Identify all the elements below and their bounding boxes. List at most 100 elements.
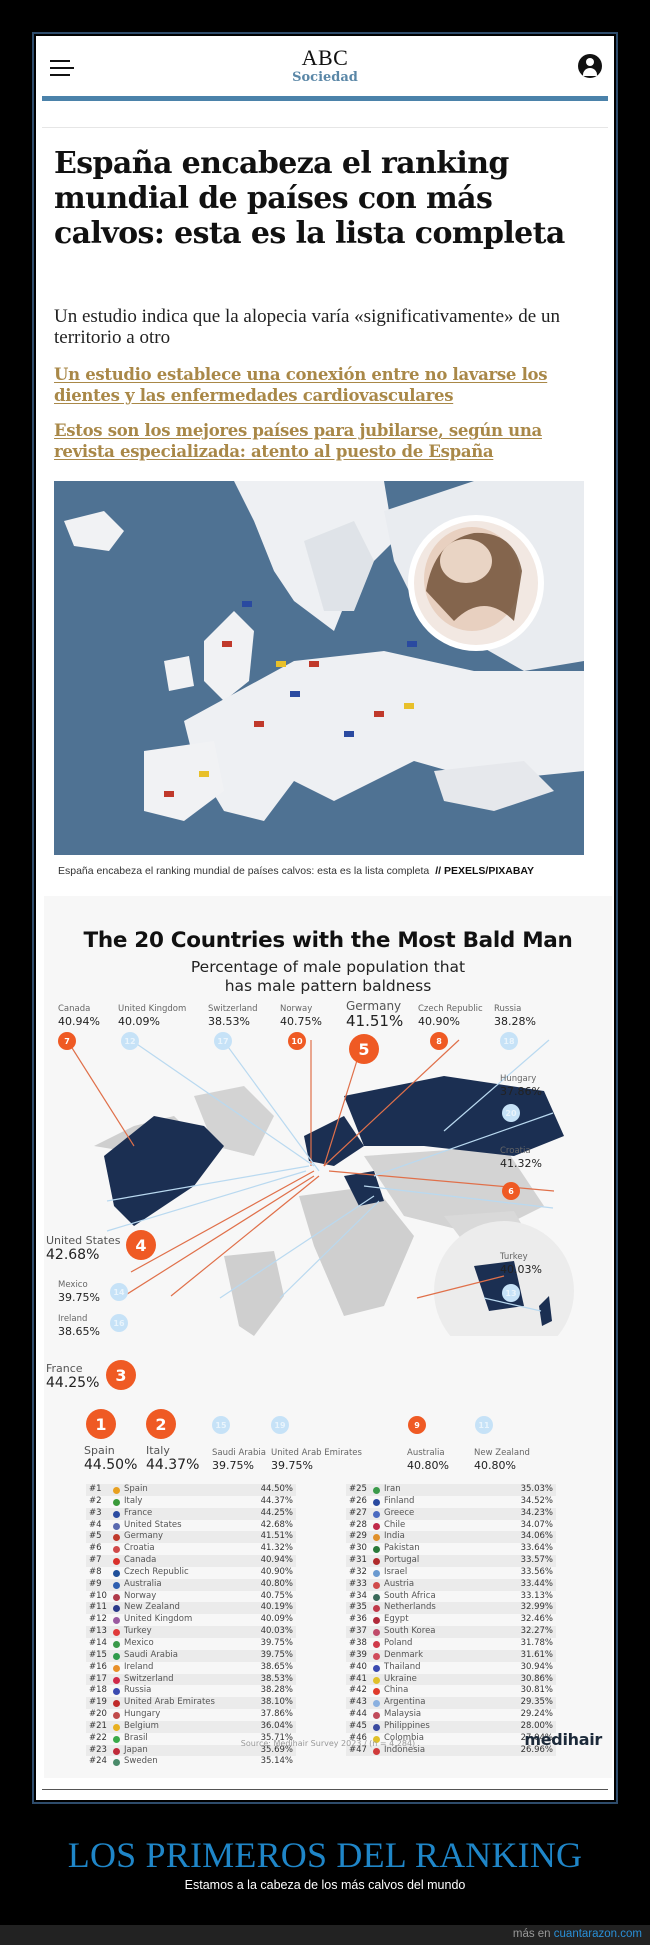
table-row: #9 Australia 40.80% <box>86 1578 296 1591</box>
flag-icon <box>373 1700 380 1708</box>
flag-icon <box>373 1558 380 1566</box>
flag-icon <box>113 1605 120 1613</box>
rank-pin-6[interactable]: 6 <box>502 1182 520 1200</box>
country-name: Saudi Arabia <box>124 1649 178 1660</box>
table-row: #36 Egypt 32.46% <box>346 1614 556 1626</box>
country-name: Czech Republic <box>124 1566 189 1577</box>
rank-pin-9[interactable]: 9 <box>408 1416 426 1434</box>
table-row: #33 Austria 33.44% <box>346 1578 556 1591</box>
rank-pin-3[interactable]: 3 <box>106 1360 136 1390</box>
rank-pin-12[interactable]: 12 <box>121 1032 139 1050</box>
flag-icon <box>113 1676 120 1684</box>
percentage: 38.10% <box>260 1697 293 1708</box>
rank-pin-20[interactable]: 20 <box>502 1104 520 1122</box>
percentage: 40.03% <box>260 1626 293 1637</box>
percentage: 31.78% <box>520 1637 553 1648</box>
flag-icon <box>373 1688 380 1696</box>
rank: #15 <box>89 1649 107 1660</box>
rank-pin-15[interactable]: 15 <box>212 1416 230 1434</box>
percentage: 32.99% <box>520 1602 553 1613</box>
country-name: Colombia <box>384 1732 424 1743</box>
percentage: 33.13% <box>520 1590 553 1601</box>
rank-pin-5[interactable]: 5 <box>349 1034 379 1064</box>
rank: #20 <box>89 1709 107 1720</box>
table-row: #38 Poland 31.78% <box>346 1638 556 1650</box>
country-name: United Arab Emirates <box>124 1697 215 1708</box>
country-name: Thailand <box>384 1661 421 1672</box>
caption-text: España encabeza el ranking mundial de pa… <box>58 865 430 877</box>
table-row: #26 Finland 34.52% <box>346 1496 556 1508</box>
rank-pin-13[interactable]: 13 <box>502 1284 520 1302</box>
table-row: #20 Hungary 37.86% <box>86 1709 296 1721</box>
rank-pin-1[interactable]: 1 <box>86 1409 116 1439</box>
country-name: Ireland <box>124 1661 154 1672</box>
flag-icon <box>113 1652 120 1660</box>
rank-pin-16[interactable]: 16 <box>110 1314 128 1332</box>
percentage: 33.56% <box>520 1566 553 1577</box>
flag-icon <box>113 1593 120 1601</box>
article-screenshot: ABC Sociedad España encabeza el ranking … <box>36 36 614 1800</box>
flag-icon <box>113 1723 120 1731</box>
hamburger-menu-icon[interactable] <box>50 60 76 78</box>
flag-icon <box>113 1688 120 1696</box>
divider <box>42 1789 608 1790</box>
article-subheadline: Un estudio indica que la alopecia varía … <box>54 306 560 348</box>
rank-pin-11[interactable]: 11 <box>475 1416 493 1434</box>
table-row: #44 Malaysia 29.24% <box>346 1709 556 1721</box>
callout-germany: Germany 41.51% <box>346 999 404 1030</box>
rank-pin-10[interactable]: 10 <box>288 1032 306 1050</box>
percentage: 40.09% <box>260 1614 293 1625</box>
rank-pin-18[interactable]: 18 <box>500 1032 518 1050</box>
rank-pin-8[interactable]: 8 <box>430 1032 448 1050</box>
flag-icon <box>113 1640 120 1648</box>
percentage: 33.64% <box>520 1543 553 1554</box>
percentage: 35.03% <box>520 1484 553 1494</box>
rank-pin-4[interactable]: 4 <box>126 1230 156 1260</box>
flag-icon <box>373 1498 380 1506</box>
rank: #11 <box>89 1602 107 1613</box>
rank: #1 <box>89 1484 102 1494</box>
table-row: #32 Israel 33.56% <box>346 1567 556 1579</box>
flag-icon <box>113 1759 120 1767</box>
table-row: #24 Sweden 35.14% <box>86 1756 296 1768</box>
table-row: #6 Croatia 41.32% <box>86 1543 296 1555</box>
table-row: #7 Canada 40.94% <box>86 1555 296 1567</box>
percentage: 44.25% <box>260 1507 293 1518</box>
rank-pin-7[interactable]: 7 <box>58 1032 76 1050</box>
rank: #47 <box>349 1744 367 1755</box>
country-name: Spain <box>124 1484 148 1494</box>
flag-icon <box>113 1581 120 1589</box>
user-account-icon[interactable] <box>578 54 602 78</box>
rank: #38 <box>349 1637 367 1648</box>
callout-russia: Russia 38.28% <box>494 1004 536 1028</box>
table-row: #12 United Kingdom 40.09% <box>86 1614 296 1626</box>
related-link-1[interactable]: Un estudio establece una conexión entre … <box>54 365 548 405</box>
country-name: Russia <box>124 1685 152 1696</box>
percentage: 35.14% <box>260 1756 293 1767</box>
flag-icon <box>113 1546 120 1554</box>
section-label[interactable]: Sociedad <box>292 70 358 85</box>
article-photo-europe-map[interactable] <box>54 481 584 855</box>
country-name: Turkey <box>124 1626 152 1637</box>
country-name: Argentina <box>384 1697 426 1708</box>
callout-france: France 44.25% <box>46 1362 100 1391</box>
callout-hungary: Hungary 37.86% <box>500 1074 542 1098</box>
table-row: #34 South Africa 33.13% <box>346 1591 556 1603</box>
table-row: #37 South Korea 32.27% <box>346 1626 556 1638</box>
table-row: #18 Russia 38.28% <box>86 1685 296 1697</box>
rank: #22 <box>89 1732 107 1743</box>
rank-pin-14[interactable]: 14 <box>110 1283 128 1301</box>
related-link-2[interactable]: Estos son los mejores países para jubila… <box>54 421 542 461</box>
country-name: Hungary <box>124 1709 161 1720</box>
rank-pin-17[interactable]: 17 <box>214 1032 232 1050</box>
rank: #44 <box>349 1709 367 1720</box>
table-row: #2 Italy 44.37% <box>86 1496 296 1508</box>
rank-pin-2[interactable]: 2 <box>146 1409 176 1439</box>
cuantarazon-link[interactable]: cuantarazon.com <box>553 1928 642 1940</box>
rank: #13 <box>89 1626 107 1637</box>
photo-caption: España encabeza el ranking mundial de pa… <box>58 865 588 877</box>
rank-pin-19[interactable]: 19 <box>271 1416 289 1434</box>
callout-ireland: Ireland 38.65% <box>58 1314 100 1338</box>
country-name: Finland <box>384 1495 415 1506</box>
site-logo[interactable]: ABC <box>301 45 349 70</box>
